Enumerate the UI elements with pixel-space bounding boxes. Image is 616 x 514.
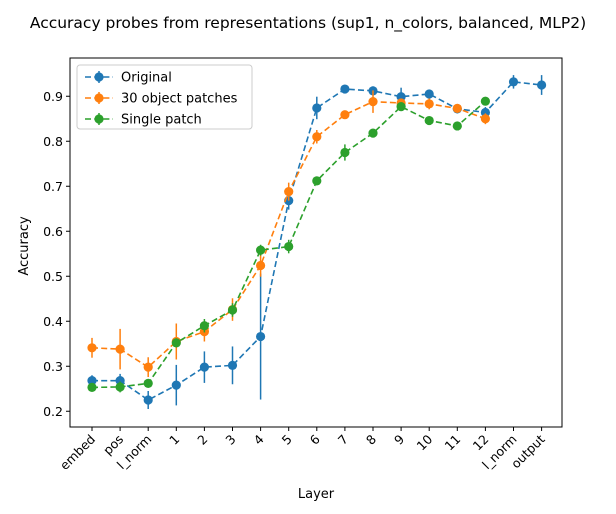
x-tick-label: 10 bbox=[413, 431, 435, 453]
data-point bbox=[256, 260, 266, 271]
legend-marker bbox=[94, 72, 104, 82]
series-1 bbox=[87, 90, 490, 378]
data-point bbox=[396, 92, 406, 102]
data-point bbox=[452, 121, 462, 131]
data-point bbox=[227, 305, 238, 315]
data-point bbox=[87, 343, 97, 353]
data-point bbox=[143, 395, 153, 405]
data-point bbox=[368, 128, 378, 138]
data-point bbox=[284, 241, 294, 252]
legend-marker bbox=[94, 93, 104, 103]
legend: Original 30 object patches Single patch bbox=[76, 64, 253, 130]
data-point bbox=[452, 103, 462, 113]
legend-label: 30 object patches bbox=[121, 92, 238, 107]
data-point bbox=[424, 89, 434, 99]
data-point bbox=[508, 77, 519, 87]
data-point bbox=[480, 96, 490, 106]
data-point bbox=[480, 114, 490, 124]
data-point bbox=[87, 376, 97, 386]
chart-title: Accuracy probes from representations (su… bbox=[30, 14, 586, 33]
y-tick-label: 0.6 bbox=[43, 224, 63, 239]
data-point bbox=[199, 362, 209, 372]
data-point bbox=[396, 102, 406, 112]
legend-marker bbox=[94, 114, 104, 124]
data-point bbox=[340, 147, 350, 158]
x-tick-label: 11 bbox=[442, 432, 464, 454]
x-tick-label: 5 bbox=[279, 432, 295, 448]
data-point bbox=[171, 380, 181, 390]
y-axis-title: Accuracy bbox=[17, 216, 32, 276]
series-line bbox=[92, 81, 542, 401]
data-point bbox=[171, 338, 181, 348]
data-point bbox=[284, 187, 294, 197]
data-point bbox=[480, 107, 490, 118]
series-2 bbox=[87, 96, 490, 393]
x-tick-label: 2 bbox=[194, 432, 210, 448]
data-point bbox=[115, 376, 125, 386]
data-point bbox=[87, 382, 97, 392]
data-point bbox=[312, 103, 322, 113]
x-tick-label: 7 bbox=[335, 432, 351, 448]
x-tick-label: 8 bbox=[363, 431, 379, 447]
x-tick-label: 3 bbox=[222, 432, 238, 448]
x-axis-title: Layer bbox=[298, 487, 335, 502]
legend-label: Single patch bbox=[121, 113, 202, 128]
x-tick-label: 9 bbox=[391, 431, 407, 447]
data-point bbox=[424, 115, 434, 126]
x-tick-label: 1 bbox=[166, 432, 182, 448]
series-line bbox=[91, 100, 486, 369]
data-point bbox=[368, 97, 378, 107]
y-tick-label: 0.7 bbox=[43, 179, 63, 194]
plot-frame bbox=[69, 57, 563, 428]
data-point bbox=[115, 344, 125, 354]
data-point bbox=[537, 80, 547, 90]
data-point bbox=[340, 84, 350, 94]
legend-item-2: Single patch bbox=[85, 113, 202, 128]
series-line bbox=[91, 100, 486, 389]
y-tick-label: 0.4 bbox=[43, 314, 63, 329]
y-tick-label: 0.2 bbox=[43, 404, 63, 419]
data-point bbox=[312, 132, 322, 142]
x-tick-label: 6 bbox=[307, 431, 323, 447]
y-tick-label: 0.3 bbox=[43, 359, 63, 374]
data-point bbox=[424, 99, 434, 109]
y-tick-label: 0.8 bbox=[43, 134, 63, 149]
legend-box bbox=[76, 64, 253, 130]
data-point bbox=[256, 245, 266, 255]
legend-item-1: 30 object patches bbox=[85, 92, 238, 107]
data-point bbox=[256, 331, 266, 342]
data-point bbox=[199, 321, 209, 331]
data-point bbox=[340, 110, 350, 120]
y-tick-label: 0.9 bbox=[43, 89, 63, 104]
x-tick-label: 4 bbox=[250, 431, 266, 447]
x-tick-label: 12 bbox=[470, 432, 492, 454]
data-point bbox=[115, 382, 125, 392]
y-tick-label: 0.5 bbox=[43, 269, 63, 284]
data-point bbox=[143, 378, 153, 388]
x-tick-label: embed bbox=[57, 432, 98, 473]
legend-label: Original bbox=[121, 71, 172, 86]
legend-item-0: Original bbox=[85, 71, 172, 86]
data-point bbox=[227, 360, 238, 370]
data-point bbox=[312, 176, 322, 186]
data-point bbox=[143, 362, 153, 372]
